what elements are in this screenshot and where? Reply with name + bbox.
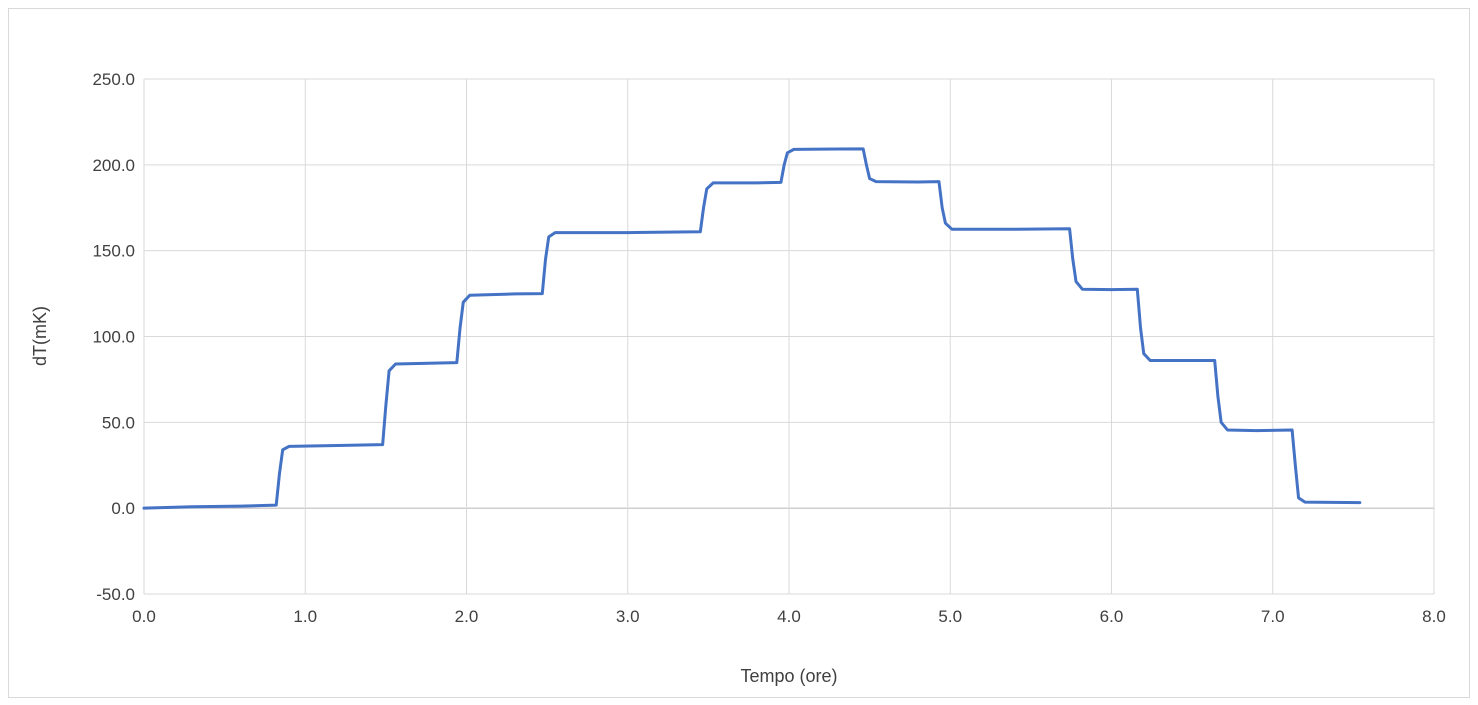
y-axis-title: dT(mK) bbox=[30, 306, 50, 366]
y-tick-label: 250.0 bbox=[92, 70, 135, 89]
gridlines bbox=[143, 78, 1435, 595]
x-tick-label: 3.0 bbox=[616, 607, 640, 626]
y-tick-label: 50.0 bbox=[102, 413, 135, 432]
series-layer bbox=[142, 147, 1362, 510]
y-tick-label: 0.0 bbox=[111, 499, 135, 518]
series-line bbox=[142, 147, 1362, 510]
x-tick-label: 0.0 bbox=[132, 607, 156, 626]
x-axis-title: Tempo (ore) bbox=[740, 666, 837, 686]
y-tick-label: 200.0 bbox=[92, 156, 135, 175]
x-tick-label: 4.0 bbox=[777, 607, 801, 626]
x-tick-label: 7.0 bbox=[1261, 607, 1285, 626]
x-tick-label: 5.0 bbox=[938, 607, 962, 626]
y-tick-label: -50.0 bbox=[96, 585, 135, 604]
x-tick-label: 1.0 bbox=[293, 607, 317, 626]
y-tick-label: 150.0 bbox=[92, 242, 135, 261]
x-tick-label: 2.0 bbox=[455, 607, 479, 626]
chart-area bbox=[8, 8, 1470, 698]
x-tick-label: 6.0 bbox=[1100, 607, 1124, 626]
x-tick-label: 8.0 bbox=[1422, 607, 1446, 626]
y-tick-label: 100.0 bbox=[92, 328, 135, 347]
tick-labels: -50.0 0.0 50.0 100.0 150.0 200.0 250.0 0.0 1.0 2.… bbox=[92, 70, 1445, 626]
